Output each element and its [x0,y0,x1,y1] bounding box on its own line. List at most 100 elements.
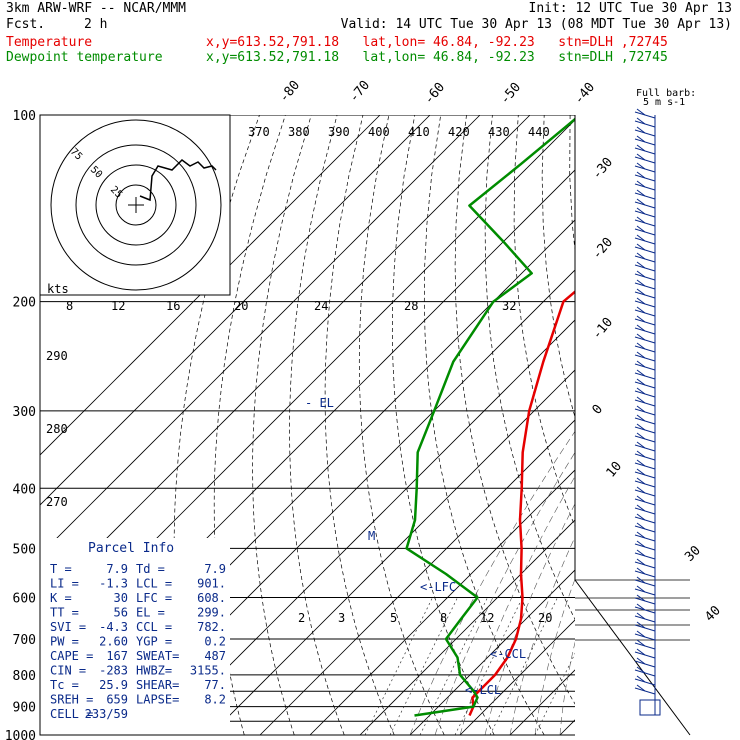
side-number: 40 [702,603,724,625]
parcel-info-key: CAPE = [50,649,93,663]
parcel-info-key: LI = [50,577,79,591]
temperature-tick-label: -80 [277,78,304,106]
wind-barb [636,432,646,440]
wind-barb [636,108,646,116]
parcel-info-value: 77. [204,678,226,692]
parcel-info-value: 25.9 [99,678,128,692]
wind-barb [636,378,646,386]
wind-barb [636,153,646,161]
wind-barb [636,666,646,674]
wind-barb [636,423,646,431]
wind-barb-unit: 5 m s-1 [643,97,685,108]
parcel-info-value: 233/59 [85,707,128,721]
dry-adiabat [674,115,740,735]
theta-e-label: 370 [248,125,270,139]
wind-barb [636,639,646,647]
wind-barb [636,387,646,395]
theta-e-label: 400 [368,125,390,139]
isotherm [509,669,575,735]
isotherm [359,519,575,735]
pressure-tick-label: 400 [13,482,36,497]
temperature-tick-label: -50 [498,80,525,108]
wind-barb [636,207,646,215]
isotherm [610,115,740,735]
wind-barb [636,306,646,314]
wind-barb [636,315,646,323]
wind-barb [636,675,646,683]
lower-right-grid [575,579,690,641]
mixing-ratio-label: 2 [298,611,305,625]
wind-pennant [639,699,661,716]
isotherm [409,569,575,735]
wind-barb [636,270,646,278]
temperature-tick-label: -10 [590,315,617,343]
dewpoint-legend: Dewpoint temperature [6,50,163,65]
dry-adiabat [484,115,575,621]
isotherm [40,115,481,556]
dry-adiabat [700,115,740,735]
parcel-info-key: TT = [50,606,79,620]
moist-adiabat [484,503,575,735]
parcel-info-value: 56 [114,606,128,620]
theta-e-label: 420 [448,125,470,139]
temperature-location: x,y=613.52,791.18 lat,lon= 46.84, -92.23… [206,35,668,50]
wind-barb [636,522,646,530]
mixing-ratio-line [534,652,575,735]
parcel-info-value: -283 [99,664,128,678]
model-title: 3km ARW-WRF -- NCAR/MMM [6,1,187,16]
wind-barb [636,513,646,521]
parcel-info-value: 30 [114,591,128,605]
wind-barb [636,243,646,251]
parcel-info-value: 901. [197,577,226,591]
pressure-tick-label: 500 [13,542,36,557]
wind-barb [636,225,646,233]
wind-barb [636,360,646,368]
wind-barb [636,540,646,548]
mixing-ratio-line [454,597,523,735]
wind-barb [636,189,646,197]
theta-e-label: 390 [328,125,350,139]
forecast-label: Fcst. [6,17,46,32]
theta-e-label: 430 [488,125,510,139]
wind-barb [636,351,646,359]
hodograph-units: kts [47,282,69,296]
lfc-marker: <-LFC [420,580,456,594]
wind-barb [636,369,646,377]
pressure-tick-label: 900 [13,701,36,716]
temperature-legend: Temperature [6,35,93,50]
mixing-ratio-label: 12 [480,611,494,625]
mixing-ratio-line [389,597,458,735]
wind-barb [636,576,646,584]
pressure-tick-label: 300 [13,405,36,420]
wind-barb [636,144,646,152]
mixing-ratio-label: 5 [390,611,397,625]
dry-adiabat-label: 290 [46,349,68,363]
temperature-tick-label: -40 [572,80,599,108]
parcel-info-key: Td = [136,562,165,576]
mixing-ratio-line [489,597,558,735]
dewpoint-location: x,y=613.52,791.18 lat,lon= 46.84, -92.23… [206,50,668,65]
wind-barb [636,459,646,467]
parcel-info-key: SREH = [50,693,93,707]
isotherm [309,469,575,735]
mixing-ratio-label: 20 [538,611,552,625]
parcel-info-key: PW = [50,635,79,649]
dry-adiabat [324,115,395,735]
temperature-tick-label: -60 [422,80,449,108]
pressure-tick-label: 600 [13,591,36,606]
temperature-tick-label: 10 [604,459,626,481]
isotherm [459,619,575,735]
parcel-info-key: YGP = [136,635,172,649]
parcel-info-key: SWEAT= [136,649,179,663]
moist-adiabat [509,536,575,735]
wind-barb [636,342,646,350]
wind-barb [636,441,646,449]
temperature-tick-label: -20 [590,235,617,263]
moist-adiabat [409,430,575,735]
parcel-info-value: 2.60 [99,635,128,649]
wind-barb [636,603,646,611]
dry-adiabat [252,115,312,735]
m-marker: M [368,529,375,543]
valid-time: Valid: 14 UTC Tue 30 Apr 13 (08 MDT Tue … [340,17,732,32]
